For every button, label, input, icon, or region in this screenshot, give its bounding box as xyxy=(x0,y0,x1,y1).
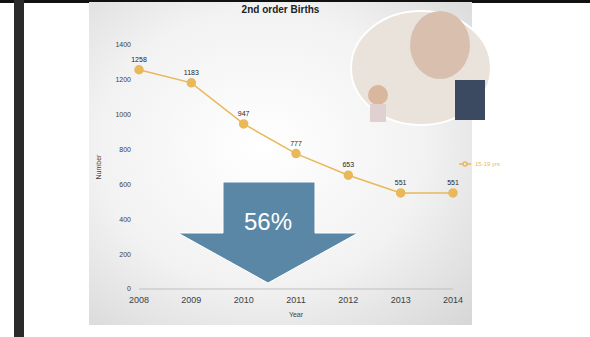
svg-text:200: 200 xyxy=(119,251,131,258)
svg-text:2014: 2014 xyxy=(443,295,463,305)
svg-text:Number: Number xyxy=(95,154,102,180)
svg-text:600: 600 xyxy=(119,181,131,188)
svg-text:800: 800 xyxy=(119,146,131,153)
svg-text:2013: 2013 xyxy=(391,295,411,305)
svg-text:2008: 2008 xyxy=(129,295,149,305)
svg-text:1258: 1258 xyxy=(131,56,147,63)
html-text:15-19 yrs: 15-19 yrs xyxy=(475,160,500,167)
svg-text:1200: 1200 xyxy=(115,76,131,83)
svg-text:2010: 2010 xyxy=(234,295,254,305)
svg-text:1400: 1400 xyxy=(115,41,131,48)
svg-text:653: 653 xyxy=(342,161,354,168)
svg-text:777: 777 xyxy=(290,140,302,147)
svg-text:0: 0 xyxy=(127,285,131,292)
svg-text:1183: 1183 xyxy=(184,69,199,76)
svg-text:1000: 1000 xyxy=(115,111,131,118)
svg-text:551: 551 xyxy=(447,179,459,186)
html-text:2nd order Births: 2nd order Births xyxy=(241,4,320,15)
svg-text:56%: 56% xyxy=(244,208,292,235)
svg-text:551: 551 xyxy=(395,179,407,186)
svg-text:947: 947 xyxy=(238,110,250,117)
svg-text:400: 400 xyxy=(119,216,131,223)
svg-text:2012: 2012 xyxy=(338,295,358,305)
svg-text:2011: 2011 xyxy=(286,295,305,305)
svg-text:Year: Year xyxy=(289,311,304,318)
svg-text:2009: 2009 xyxy=(181,295,201,305)
